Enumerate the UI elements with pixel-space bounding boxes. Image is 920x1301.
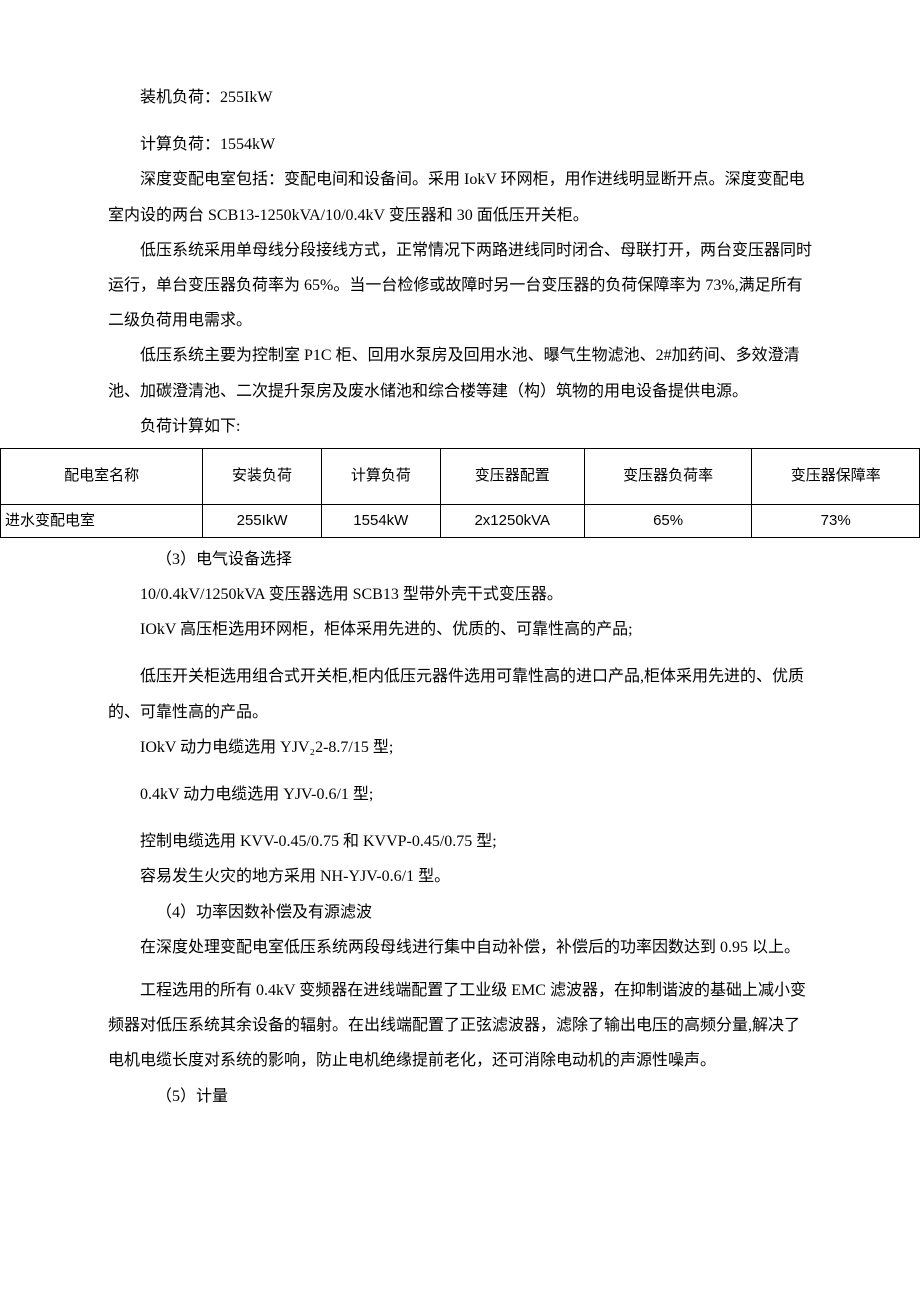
load-table: 配电室名称 安装负荷 计算负荷 变压器配置 变压器负荷率 变压器保障率 进水变配… [0, 448, 920, 538]
th-calc-load: 计算负荷 [321, 448, 440, 504]
section-4-title: （4）功率因数补偿及有源滤波 [108, 895, 812, 930]
s3-para-6: 控制电缆选用 KVV-0.45/0.75 和 KVVP-0.45/0.75 型; [108, 824, 812, 859]
s3-para-1: 10/0.4kV/1250kVA 变压器选用 SCB13 型带外壳干式变压器。 [108, 577, 812, 612]
td-xfmr-load-rate: 65% [584, 504, 752, 537]
load-table-wrap: 配电室名称 安装负荷 计算负荷 变压器配置 变压器负荷率 变压器保障率 进水变配… [0, 448, 920, 538]
s4-para-1: 在深度处理变配电室低压系统两段母线进行集中自动补偿，补偿后的功率因数达到 0.9… [108, 930, 812, 965]
section-3-title: （3）电气设备选择 [108, 542, 812, 577]
s4-para-2: 工程选用的所有 0.4kV 变频器在进线端配置了工业级 EMC 滤波器，在抑制谐… [108, 973, 812, 1079]
para-lv-system-2: 低压系统主要为控制室 P1C 柜、回用水泵房及回用水池、曝气生物滤池、2#加药间… [108, 338, 812, 408]
table-header-row: 配电室名称 安装负荷 计算负荷 变压器配置 变压器负荷率 变压器保障率 [1, 448, 920, 504]
s3-para-3: 低压开关柜选用组合式开关柜,柜内低压元器件选用可靠性高的进口产品,柜体采用先进的… [108, 659, 812, 729]
para-install-load: 装机负荷：255IkW [108, 80, 812, 115]
para-room-desc: 深度变配电室包括：变配电间和设备间。采用 IokV 环网柜，用作进线明显断开点。… [108, 162, 812, 232]
table-data-row: 进水变配电室 255IkW 1554kW 2x1250kVA 65% 73% [1, 504, 920, 537]
th-xfmr-load-rate: 变压器负荷率 [584, 448, 752, 504]
td-xfmr-config: 2x1250kVA [440, 504, 584, 537]
td-install-load: 255IkW [203, 504, 322, 537]
th-xfmr-config: 变压器配置 [440, 448, 584, 504]
para-calc-load: 计算负荷：1554kW [108, 127, 812, 162]
para-lv-system-1: 低压系统采用单母线分段接线方式，正常情况下两路进线同时闭合、母联打开，两台变压器… [108, 233, 812, 339]
td-room-name: 进水变配电室 [1, 504, 203, 537]
section-5-title: （5）计量 [108, 1079, 812, 1114]
s3-para-5: 0.4kV 动力电缆选用 YJV-0.6/1 型; [108, 777, 812, 812]
th-room-name: 配电室名称 [1, 448, 203, 504]
s3-para-7: 容易发生火灾的地方采用 NH-YJV-0.6/1 型。 [108, 859, 812, 894]
s3-para-4: IOkV 动力电缆选用 YJV₂2-8.7/15 型; [108, 730, 812, 765]
th-xfmr-guarantee: 变压器保障率 [752, 448, 920, 504]
th-install-load: 安装负荷 [203, 448, 322, 504]
td-xfmr-guarantee: 73% [752, 504, 920, 537]
s3-para-2: IOkV 高压柜选用环网柜，柜体采用先进的、优质的、可靠性高的产品; [108, 612, 812, 647]
para-load-calc-label: 负荷计算如下: [108, 409, 812, 444]
td-calc-load: 1554kW [321, 504, 440, 537]
